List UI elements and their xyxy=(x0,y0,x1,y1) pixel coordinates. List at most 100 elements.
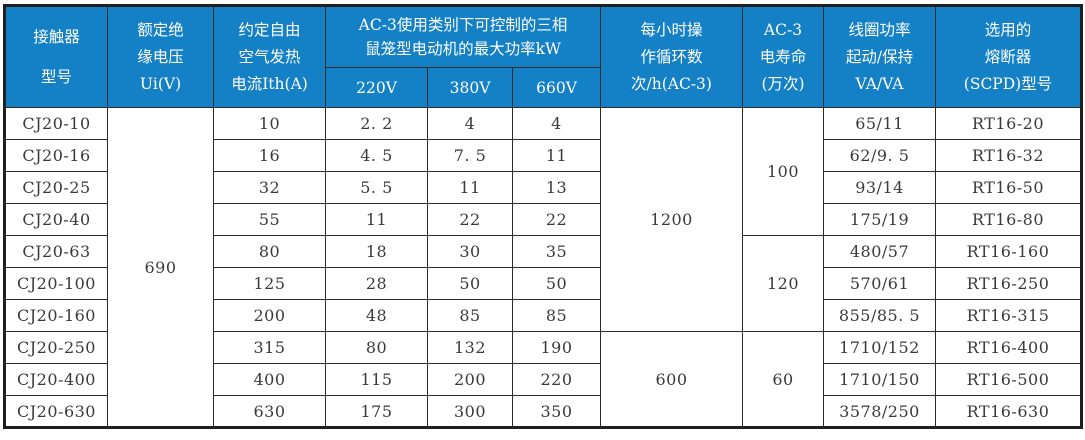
cell-kw-380v: 85 xyxy=(427,299,513,332)
header-row-top: 接触器 型号 额定绝 缘电压 Ui(V) 约定自由 空气发热 电流Ith(A) … xyxy=(4,5,1082,108)
cell-coil-power: 480/57 xyxy=(823,235,936,268)
cell-fuse-model: RT16-50 xyxy=(935,171,1082,204)
cell-kw-660v: 220 xyxy=(512,363,601,396)
cell-coil-power: 1710/150 xyxy=(823,363,936,396)
cell-model: CJ20-250 xyxy=(4,331,108,364)
cell-kw-660v: 11 xyxy=(512,139,601,172)
header-electrical-life-column: AC-3 电寿命 (万次) xyxy=(742,5,824,108)
table-row: CJ20-10 690 10 2. 2 4 4 1200 100 65/11 R… xyxy=(4,107,1082,428)
header-220v: 220V xyxy=(325,67,428,108)
header-text-line: 鼠笼型电动机的最大功率kW xyxy=(365,40,561,58)
cell-thermal-current: 315 xyxy=(213,331,326,364)
cell-fuse-model: RT16-32 xyxy=(935,139,1082,172)
cell-coil-power: 175/19 xyxy=(823,203,936,236)
header-660v: 660V xyxy=(512,67,601,108)
table-row: CJ20-25 32 5. 5 11 13 93/14 RT16-50 xyxy=(4,171,1082,204)
cell-life-merged: 60 xyxy=(742,331,824,428)
cell-thermal-current: 125 xyxy=(213,267,326,300)
header-text-line: 每小时操 xyxy=(640,20,703,39)
cell-kw-380v: 300 xyxy=(427,395,513,428)
header-text-line: 型号 xyxy=(40,68,72,86)
cell-kw-220v: 5. 5 xyxy=(325,171,428,204)
cell-model: CJ20-400 xyxy=(4,363,108,396)
cell-kw-660v: 85 xyxy=(512,299,601,332)
cell-kw-660v: 350 xyxy=(512,395,601,428)
cell-model: CJ20-10 xyxy=(4,107,108,140)
header-cycles-per-hour-column: 每小时操 作循环数 次/h(AC-3) xyxy=(600,5,743,108)
header-text-line: 选用的 xyxy=(984,20,1032,39)
table-row: CJ20-400 400 115 200 220 1710/150 RT16-5… xyxy=(4,363,1082,396)
cell-fuse-model: RT16-630 xyxy=(935,395,1082,428)
header-fuse-column: 选用的 熔断器 (SCPD)型号 xyxy=(935,5,1082,108)
header-text-line: 熔断器 xyxy=(984,47,1032,66)
header-text-line: AC-3 xyxy=(763,20,803,39)
cell-kw-660v: 13 xyxy=(512,171,601,204)
header-text-line: 次/h(AC-3) xyxy=(631,74,712,93)
cell-fuse-model: RT16-80 xyxy=(935,203,1082,236)
table-row: CJ20-630 630 175 300 350 3578/250 RT16-6… xyxy=(4,395,1082,428)
header-text-line: 电寿命 xyxy=(759,47,807,66)
cell-model: CJ20-25 xyxy=(4,171,108,204)
cell-thermal-current: 630 xyxy=(213,395,326,428)
header-max-power-group: AC-3使用类别下可控制的三相 鼠笼型电动机的最大功率kW xyxy=(325,5,601,68)
cell-model: CJ20-630 xyxy=(4,395,108,428)
cell-kw-660v: 35 xyxy=(512,235,601,268)
cell-life-merged: 100 xyxy=(742,107,824,236)
header-row-voltages: 220V 380V 660V xyxy=(5,67,1082,108)
cell-coil-power: 855/85. 5 xyxy=(823,299,936,332)
cell-thermal-current: 80 xyxy=(213,235,326,268)
cell-thermal-current: 32 xyxy=(213,171,326,204)
cell-thermal-current: 200 xyxy=(213,299,326,332)
cell-insulation-voltage-merged: 690 xyxy=(107,107,214,428)
cell-coil-power: 65/11 xyxy=(823,107,936,140)
cell-model: CJ20-160 xyxy=(4,299,108,332)
header-text-line: 接触器 xyxy=(33,28,80,46)
header-text-line: 额定绝 xyxy=(137,20,184,39)
cell-coil-power: 570/61 xyxy=(823,267,936,300)
table-row: CJ20-16 16 4. 5 7. 5 11 62/9. 5 RT16-32 xyxy=(4,139,1082,172)
header-text-line: 电流Ith(A) xyxy=(231,74,308,93)
header-coil-power-column: 线圈功率 起动/保持 VA/VA xyxy=(823,5,936,108)
header-text-line: 约定自由 xyxy=(238,20,301,39)
header-text-line: 空气发热 xyxy=(238,47,301,66)
cell-life-merged: 120 xyxy=(742,235,824,332)
cell-model: CJ20-63 xyxy=(4,235,108,268)
cell-cycles-merged: 600 xyxy=(600,331,743,428)
cell-kw-220v: 28 xyxy=(325,267,428,300)
cell-coil-power: 1710/152 xyxy=(823,331,936,364)
cell-kw-220v: 18 xyxy=(325,235,428,268)
table-row: CJ20-40 55 11 22 22 175/19 RT16-80 xyxy=(4,203,1082,236)
cell-kw-220v: 4. 5 xyxy=(325,139,428,172)
cell-fuse-model: RT16-500 xyxy=(935,363,1082,396)
header-text-line: (SCPD)型号 xyxy=(963,74,1053,93)
cell-kw-220v: 80 xyxy=(325,331,428,364)
cell-coil-power: 93/14 xyxy=(823,171,936,204)
cell-kw-220v: 48 xyxy=(325,299,428,332)
cell-kw-660v: 22 xyxy=(512,203,601,236)
header-text-line: AC-3使用类别下可控制的三相 xyxy=(358,16,568,34)
header-insulation-voltage-column: 额定绝 缘电压 Ui(V) xyxy=(107,5,214,108)
header-380v: 380V xyxy=(427,67,513,108)
cell-thermal-current: 400 xyxy=(213,363,326,396)
header-text-line: Ui(V) xyxy=(139,74,182,93)
cell-kw-380v: 132 xyxy=(427,331,513,364)
cell-kw-380v: 200 xyxy=(427,363,513,396)
cell-fuse-model: RT16-160 xyxy=(935,235,1082,268)
cell-model: CJ20-100 xyxy=(4,267,108,300)
cell-model: CJ20-40 xyxy=(4,203,108,236)
cell-thermal-current: 10 xyxy=(213,107,326,140)
cell-model: CJ20-16 xyxy=(4,139,108,172)
cell-kw-380v: 11 xyxy=(427,171,513,204)
cell-fuse-model: RT16-250 xyxy=(935,267,1082,300)
cell-kw-220v: 2. 2 xyxy=(325,107,428,140)
table-row: CJ20-63 80 18 30 35 120 480/57 RT16-160 xyxy=(4,235,1082,332)
header-text-line: VA/VA xyxy=(855,74,904,93)
cell-kw-660v: 50 xyxy=(512,267,601,300)
header-text-line: (万次) xyxy=(761,74,805,93)
cell-kw-220v: 11 xyxy=(325,203,428,236)
contactor-spec-table: 接触器 型号 额定绝 缘电压 Ui(V) 约定自由 空气发热 电流Ith(A) … xyxy=(3,4,1083,429)
cell-fuse-model: RT16-20 xyxy=(935,107,1082,140)
header-text-line: 缘电压 xyxy=(137,47,184,66)
cell-kw-380v: 50 xyxy=(427,267,513,300)
